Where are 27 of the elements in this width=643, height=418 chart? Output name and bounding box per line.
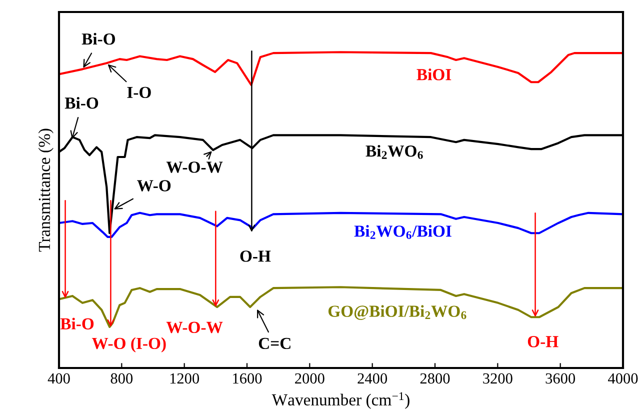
x-tick-label: 3600: [546, 373, 576, 384]
x-axis-title: Wavenumber (cm$^{−1}$): [272, 392, 410, 409]
annotation: Bi-O: [64, 97, 98, 109]
y-axis-title: Transmittance (%): [38, 128, 54, 252]
series-label: BiOI: [416, 68, 452, 80]
annotation: I-O: [127, 86, 151, 98]
x-tick-label: 2000: [295, 373, 324, 384]
x-tick-label: 2400: [358, 373, 388, 384]
x-tick-label: 800: [110, 373, 133, 384]
annotation: C=C: [258, 338, 290, 350]
annotation: O-H: [240, 250, 271, 262]
x-tick-label: 1600: [233, 373, 262, 384]
series-label: Bi$_{2}$WO$_{6}$/BiOI: [354, 225, 452, 240]
x-tick-label: 1200: [170, 373, 200, 384]
annotation: O-H: [528, 336, 558, 348]
annotation: W-O-W: [166, 162, 223, 173]
annotation: W-O: [137, 180, 171, 192]
x-tick-label: 3200: [483, 373, 512, 384]
x-tick-label: 2800: [420, 373, 450, 384]
annotation: Bi-O: [60, 318, 94, 330]
series-label: Bi$_{2}$WO$_{6}$: [366, 144, 423, 159]
series-label: GO@BiOI/Bi$_{2}$WO$_{6}$: [328, 305, 466, 320]
annotation: Bi-O: [82, 32, 116, 45]
annotation: W-O-W: [166, 322, 223, 334]
x-tick-label: 4000: [608, 373, 638, 384]
x-tick-label: 400: [48, 373, 70, 384]
annotation: W-O (I-O): [92, 337, 166, 352]
